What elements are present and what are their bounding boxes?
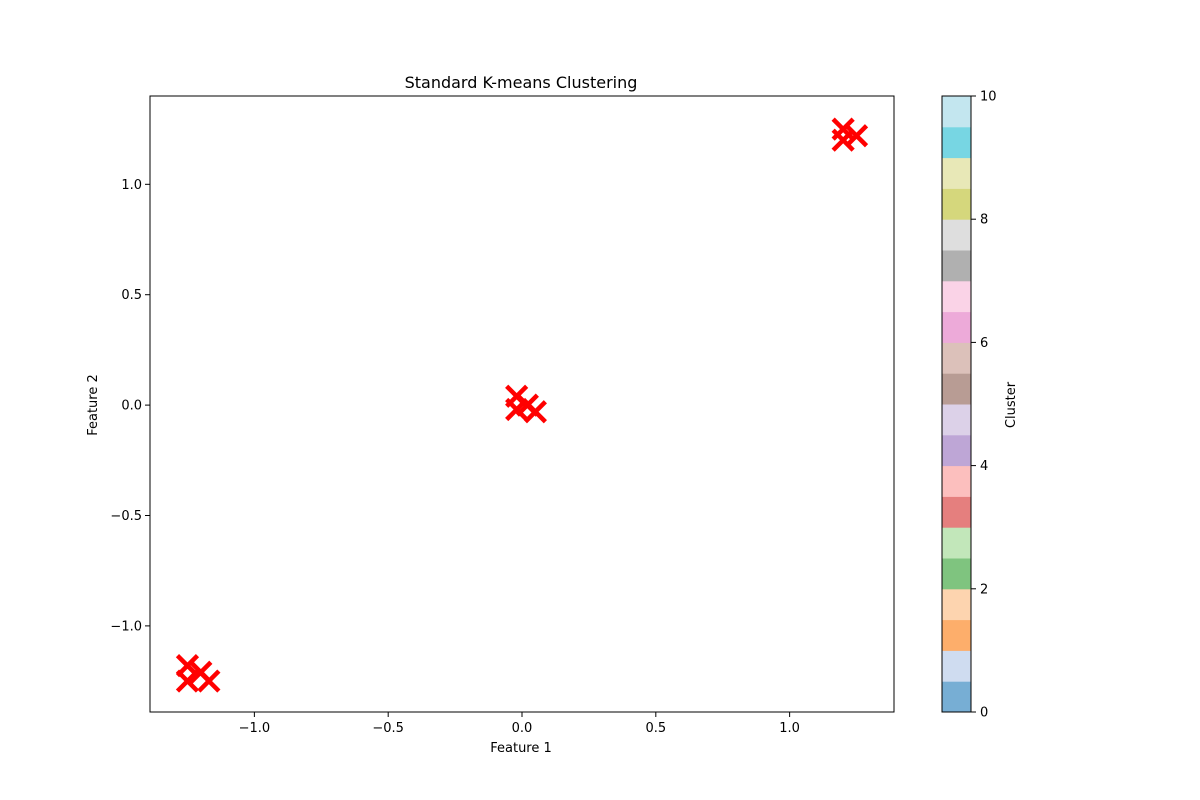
data-markers	[175, 117, 869, 693]
data-point-x-marker	[505, 397, 529, 422]
colorbar-segment	[942, 96, 971, 128]
colorbar-segment	[942, 126, 971, 159]
colorbar-segment	[942, 280, 971, 313]
x-axis-ticks: −1.0 −0.5 0.0 0.5 1.0	[239, 712, 800, 736]
x-tick-label: −0.5	[372, 721, 404, 736]
y-axis-label: Feature 2	[86, 374, 101, 436]
colorbar-tick-label: 8	[980, 213, 988, 228]
colorbar-ticks: 0 2 4 6 8 10	[971, 90, 997, 721]
x-tick-label: 0.5	[645, 721, 666, 736]
y-axis-ticks: −1.0 −0.5 0.0 0.5 1.0	[110, 178, 150, 634]
colorbar-label: Cluster	[1004, 381, 1019, 428]
colorbar-frame	[941, 95, 972, 713]
plot-area: −1.0 −0.5 0.0 0.5 1.0 −1.0 −0.5 0.0 0.5 1.0	[110, 95, 895, 736]
colorbar-segment	[942, 558, 971, 590]
colorbar-segment	[942, 188, 971, 220]
colorbar-segment	[942, 373, 971, 405]
colorbar-segments	[942, 96, 971, 713]
colorbar-tick-label: 10	[980, 90, 997, 105]
y-tick-label: −0.5	[110, 509, 142, 524]
colorbar-segment	[942, 527, 971, 559]
colorbar-segment	[942, 650, 971, 682]
plot-frame	[149, 95, 895, 713]
y-tick-label: 0.5	[121, 288, 142, 303]
colorbar-segment	[942, 250, 971, 282]
colorbar-segment	[942, 496, 971, 528]
colorbar-segment	[942, 219, 971, 251]
colorbar-segment	[942, 681, 971, 713]
data-point-x-marker	[844, 124, 869, 148]
x-tick-label: 1.0	[779, 721, 800, 736]
colorbar-segment	[942, 434, 971, 467]
colorbar-segment	[942, 342, 971, 374]
colorbar-tick-label: 2	[980, 582, 988, 597]
colorbar-segment	[942, 157, 971, 189]
data-point-x-marker	[831, 128, 855, 152]
colorbar-segment	[942, 404, 971, 436]
y-tick-label: 0.0	[121, 399, 142, 414]
colorbar-segment	[942, 311, 971, 343]
x-axis-label: Feature 1	[490, 741, 552, 756]
data-point-x-marker	[523, 400, 547, 424]
colorbar-tick-label: 4	[980, 459, 988, 474]
colorbar-segment	[942, 619, 971, 651]
chart-title: Standard K-means Clustering	[405, 73, 638, 92]
x-tick-label: 0.0	[512, 721, 533, 736]
colorbar-segment	[942, 588, 971, 621]
colorbar: 0 2 4 6 8 10 Cluster	[941, 90, 1019, 721]
data-point-x-marker	[175, 669, 200, 693]
x-tick-label: −1.0	[239, 721, 271, 736]
colorbar-segment	[942, 465, 971, 497]
data-point-x-marker	[197, 669, 221, 693]
colorbar-tick-label: 6	[980, 336, 988, 351]
colorbar-tick-label: 0	[980, 706, 988, 721]
y-tick-label: 1.0	[121, 178, 142, 193]
y-tick-label: −1.0	[110, 619, 142, 634]
